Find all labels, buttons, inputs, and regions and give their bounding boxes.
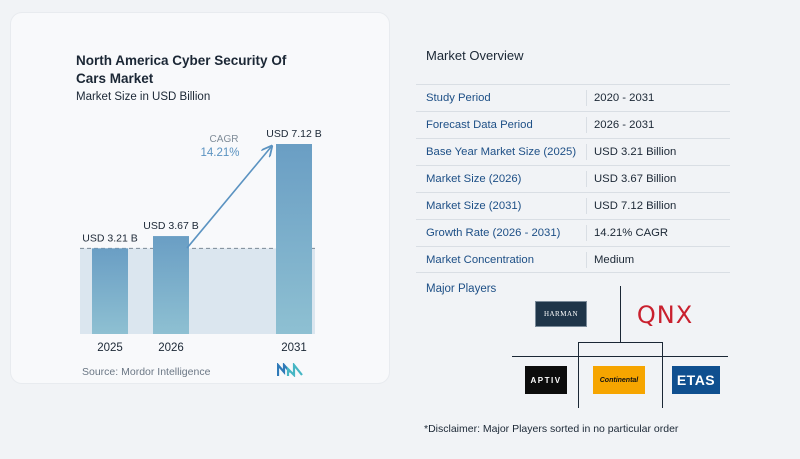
overview-label: Study Period — [426, 92, 491, 104]
cagr-label: CAGR — [210, 134, 239, 145]
overview-row-forecast-period: Forecast Data Period 2026 - 2031 — [416, 111, 730, 138]
harman-logo: HARMAN — [535, 301, 587, 327]
overview-label: Forecast Data Period — [426, 119, 533, 131]
bar-2026 — [153, 236, 189, 334]
aptiv-logo: APTIV — [525, 366, 567, 394]
market-overview-table: Study Period 2020 - 2031 Forecast Data P… — [416, 84, 730, 273]
players-grid-vertical-top — [620, 286, 621, 342]
overview-label: Market Concentration — [426, 254, 534, 266]
bar-2025 — [92, 248, 128, 334]
overview-value: USD 7.12 Billion — [594, 200, 677, 212]
overview-row-size-2026: Market Size (2026) USD 3.67 Billion — [416, 165, 730, 192]
overview-label: Growth Rate (2026 - 2031) — [426, 227, 561, 239]
disclaimer-text: *Disclaimer: Major Players sorted in no … — [424, 423, 679, 435]
major-players-label: Major Players — [426, 283, 497, 295]
continental-logo: Continental — [593, 366, 645, 394]
data-label-2031: USD 7.12 B — [266, 128, 321, 140]
chart-source: Source: Mordor Intelligence — [82, 366, 210, 378]
overview-row-growth-rate: Growth Rate (2026 - 2031) 14.21% CAGR — [416, 219, 730, 246]
cagr-value: 14.21% — [200, 147, 239, 159]
players-grid-box-right — [662, 342, 663, 408]
overview-divider — [586, 198, 587, 214]
chart-title: North America Cyber Security Of Cars Mar… — [76, 53, 287, 86]
overview-label: Base Year Market Size (2025) — [426, 146, 577, 158]
overview-row-base-year: Base Year Market Size (2025) USD 3.21 Bi… — [416, 138, 730, 165]
overview-divider — [586, 90, 587, 106]
overview-value: USD 3.67 Billion — [594, 173, 677, 185]
cagr-arrow — [186, 147, 271, 249]
qnx-logo: QNX — [636, 301, 694, 329]
source-name: Mordor Intelligence — [121, 366, 211, 378]
overview-value: 2020 - 2031 — [594, 92, 655, 104]
chart-subtitle: Market Size in USD Billion — [76, 91, 211, 103]
overview-value: USD 3.21 Billion — [594, 146, 677, 158]
x-tick-2025: 2025 — [97, 342, 123, 354]
overview-row-concentration: Market Concentration Medium — [416, 246, 730, 273]
overview-divider — [586, 144, 587, 160]
overview-divider — [586, 171, 587, 187]
overview-divider — [586, 252, 587, 268]
bar-2031 — [276, 144, 312, 334]
source-label: Source: — [82, 366, 119, 378]
x-tick-2031: 2031 — [281, 342, 307, 354]
etas-logo: ETAS — [672, 366, 720, 394]
overview-value: Medium — [594, 254, 635, 266]
mordor-logo-icon — [277, 363, 303, 377]
overview-label: Market Size (2031) — [426, 200, 522, 212]
data-label-2026: USD 3.67 B — [143, 220, 198, 232]
bar-chart: USD 3.21 B 2025 USD 3.67 B 2026 USD 7.12 B 20… — [80, 128, 322, 354]
data-label-2025: USD 3.21 B — [82, 232, 137, 244]
overview-divider — [586, 225, 587, 241]
market-overview-title: Market Overview — [426, 48, 524, 63]
overview-row-size-2031: Market Size (2031) USD 7.12 Billion — [416, 192, 730, 219]
overview-value: 14.21% CAGR — [594, 227, 669, 239]
overview-value: 2026 - 2031 — [594, 119, 655, 131]
players-grid-box-left — [578, 342, 579, 408]
overview-divider — [586, 117, 587, 133]
players-grid-horizontal — [512, 356, 728, 357]
players-grid-box-top — [578, 342, 663, 343]
overview-row-study-period: Study Period 2020 - 2031 — [416, 84, 730, 111]
overview-label: Market Size (2026) — [426, 173, 522, 185]
x-tick-2026: 2026 — [158, 342, 184, 354]
